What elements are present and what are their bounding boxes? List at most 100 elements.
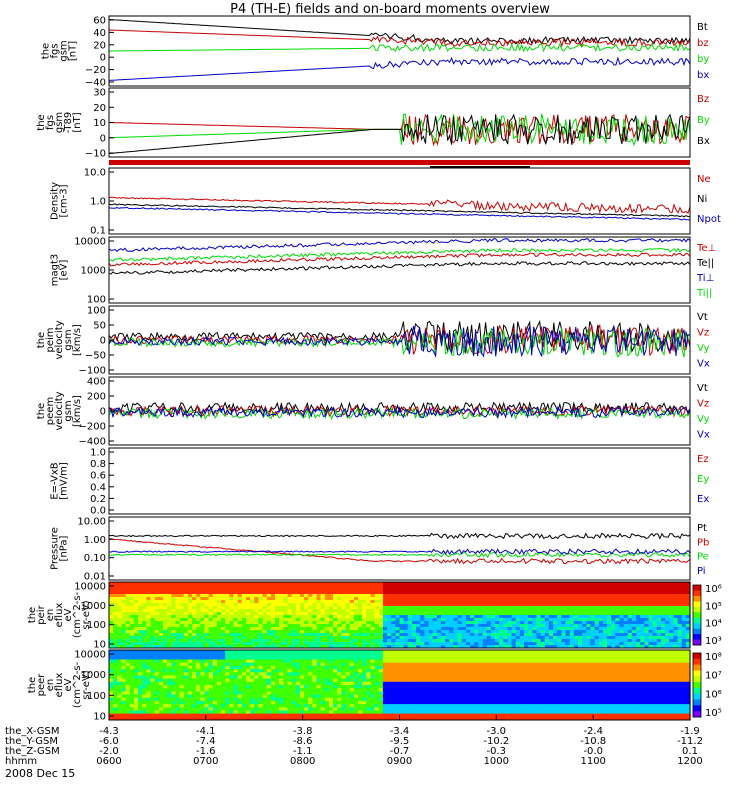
heatmap-10-cell [275, 656, 280, 661]
heatmap-10-cell [370, 691, 376, 696]
heatmap-9-cell [432, 603, 438, 607]
heatmap-9-cell [553, 591, 558, 595]
heatmap-10-cell [221, 694, 226, 699]
heatmap-9-cell [465, 627, 471, 631]
heatmap-9-cell [370, 615, 376, 619]
heatmap-9-cell [208, 633, 214, 637]
heatmap-9-cell [524, 606, 529, 610]
heatmap-9-cell [561, 639, 567, 643]
heatmap-9-cell [565, 621, 571, 625]
heatmap-10-cell [150, 697, 156, 702]
heatmap-9-cell [681, 642, 687, 646]
heatmap-10-cell [395, 662, 401, 667]
heatmap-9-cell [482, 606, 488, 610]
heatmap-10-cell [387, 688, 392, 692]
heatmap-9-cell [652, 606, 658, 610]
heatmap-9-cell [270, 594, 276, 598]
heatmap-10-cell [204, 700, 210, 705]
heatmap-9-cell [557, 624, 562, 628]
heatmap-9-cell [677, 591, 683, 595]
heatmap-9-cell [544, 612, 550, 616]
heatmap-10-cell [179, 700, 185, 705]
heatmap-9-cell [283, 615, 288, 619]
heatmap-10-cell [233, 694, 239, 699]
heatmap-9-cell [113, 630, 118, 634]
heatmap-10-cell [250, 716, 255, 721]
heatmap-9-cell [656, 594, 662, 598]
heatmap-10-cell [179, 672, 185, 676]
heatmap-9-cell [266, 591, 272, 595]
heatmap-9-cell [685, 600, 691, 604]
heatmap-9-cell [150, 606, 156, 610]
heatmap-10-cell [353, 716, 359, 721]
heatmap-9-cell [503, 636, 508, 640]
heatmap-9-cell [146, 621, 151, 625]
heatmap-10-cell [154, 669, 160, 673]
y-axis-label: Density [50, 182, 61, 220]
heatmap-9-cell [345, 636, 351, 640]
heatmap-10-cell [391, 675, 396, 680]
heatmap-10-cell [362, 691, 367, 696]
heatmap-9-cell [503, 600, 508, 604]
heatmap-9-cell [113, 642, 118, 646]
heatmap-9-cell [204, 606, 210, 610]
heatmap-9-cell [611, 627, 616, 631]
heatmap-9-cell [250, 642, 255, 646]
heatmap-9-cell [553, 636, 558, 640]
heatmap-9-cell [640, 603, 645, 607]
heatmap-9-cell [374, 594, 380, 598]
heatmap-10-cell [200, 688, 205, 692]
heatmap-9-cell [453, 633, 459, 637]
heatmap-9-cell [573, 642, 579, 646]
heatmap-9-cell [407, 624, 413, 628]
heatmap-9-cell [333, 600, 338, 604]
heatmap-9-cell [179, 624, 185, 628]
heatmap-9-cell [465, 585, 471, 589]
heatmap-10-cell [299, 707, 305, 711]
heatmap-10-cell [241, 675, 247, 680]
heatmap-10-cell [324, 685, 330, 689]
heatmap-9-cell [295, 594, 301, 598]
heatmap-9-cell [287, 600, 293, 604]
heatmap-9-cell [453, 615, 459, 619]
heatmap-9-cell [117, 594, 122, 598]
heatmap-10-cell [154, 653, 160, 657]
heatmap-10-cell [324, 653, 330, 657]
heatmap-9-cell [192, 594, 197, 598]
heatmap-10-cell [129, 659, 135, 664]
heatmap-10-cell [416, 662, 421, 667]
heatmap-9-cell [250, 627, 255, 631]
heatmap-10-cell [216, 656, 222, 661]
heatmap-9-cell [324, 609, 330, 613]
heatmap-9-cell [665, 582, 670, 586]
heatmap-9-cell [648, 633, 654, 637]
heatmap-10-cell [358, 656, 363, 661]
heatmap-9-cell [677, 597, 683, 601]
heatmap-10-cell [391, 694, 396, 699]
heatmap-10-cell [113, 713, 118, 718]
heatmap-10-cell [283, 694, 288, 699]
heatmap-9-cell [283, 618, 288, 622]
heatmap-9-cell [167, 642, 172, 646]
heatmap-9-cell [221, 588, 226, 592]
heatmap-9-cell [661, 624, 666, 628]
heatmap-10-cell [403, 704, 409, 708]
heatmap-10-cell [324, 659, 330, 664]
heatmap-9-cell [573, 600, 579, 604]
heatmap-9-cell [192, 621, 197, 625]
heatmap-10-cell [225, 713, 230, 718]
heatmap-10-cell [113, 700, 118, 705]
heatmap-10-cell [295, 669, 301, 673]
heatmap-9-cell [304, 597, 309, 601]
heatmap-9-cell [482, 591, 488, 595]
heatmap-10-cell [237, 700, 243, 705]
heatmap-9-cell [146, 645, 151, 649]
heatmap-10-cell [241, 697, 247, 702]
heatmap-10-cell [266, 713, 272, 718]
heatmap-10-cell [154, 656, 160, 661]
heatmap-9-cell [133, 627, 139, 631]
heatmap-10-cell [129, 707, 135, 711]
heatmap-10-cell [154, 688, 160, 692]
heatmap-10-cell [291, 665, 297, 670]
heatmap-9-cell [349, 642, 355, 646]
